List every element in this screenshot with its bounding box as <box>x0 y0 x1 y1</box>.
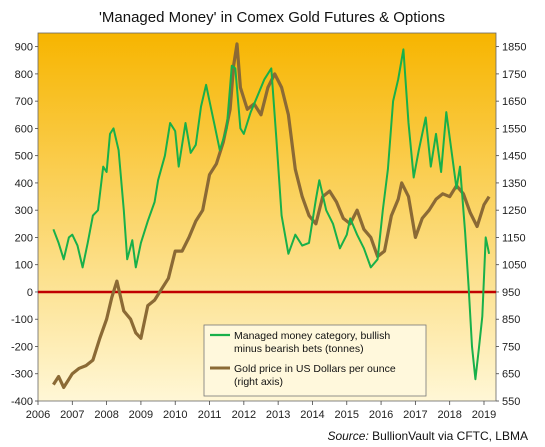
right-axis-tick-label: 750 <box>502 341 520 353</box>
source-text: BullionVault via CFTC, LBMA <box>372 429 528 443</box>
left-axis-tick-label: 700 <box>15 96 33 108</box>
legend: Managed money category, bullish minus be… <box>203 324 427 397</box>
left-axis-tick-label: -200 <box>11 341 33 353</box>
right-axis-tick-label: 1750 <box>502 69 526 81</box>
left-axis-tick-label: 900 <box>15 42 33 54</box>
left-axis-tick-label: 600 <box>15 123 33 135</box>
right-axis-tick-label: 1450 <box>502 151 526 163</box>
legend-label-gold-price-line2: (right axis) <box>234 376 283 388</box>
left-axis-tick-label: 500 <box>15 151 33 163</box>
source-note: Source: BullionVault via CFTC, LBMA <box>327 429 528 443</box>
left-axis-tick-label: 800 <box>15 69 33 81</box>
x-axis-tick-label: 2006 <box>26 409 50 421</box>
legend-box <box>203 324 427 397</box>
right-axis-tick-label: 650 <box>502 369 520 381</box>
x-axis-tick-label: 2017 <box>403 409 427 421</box>
left-axis-tick-label: 100 <box>15 260 33 272</box>
x-axis-tick-label: 2009 <box>129 409 153 421</box>
right-axis-tick-label: 1650 <box>502 96 526 108</box>
x-axis-tick-label: 2015 <box>335 409 359 421</box>
left-axis-tick-label: 0 <box>27 287 33 299</box>
right-axis-tick-label: 1050 <box>502 260 526 272</box>
right-axis-tick-label: 1250 <box>502 205 526 217</box>
x-axis-tick-label: 2010 <box>163 409 187 421</box>
left-axis-tick-label: -100 <box>11 314 33 326</box>
x-axis-tick-label: 2013 <box>266 409 290 421</box>
legend-label-managed-money-line2: minus bearish bets (tonnes) <box>234 343 364 355</box>
x-axis-tick-label: 2014 <box>300 409 324 421</box>
left-axis-tick-label: -400 <box>11 396 33 408</box>
right-axis-tick-label: 850 <box>502 314 520 326</box>
x-axis-tick-label: 2018 <box>437 409 461 421</box>
legend-label-managed-money-line1: Managed money category, bullish <box>234 330 390 342</box>
right-axis-tick-label: 1350 <box>502 178 526 190</box>
left-axis-tick-label: 200 <box>15 232 33 244</box>
right-axis-tick-label: 550 <box>502 396 520 408</box>
x-axis-tick-label: 2011 <box>198 409 222 421</box>
right-axis-tick-label: 950 <box>502 287 520 299</box>
left-axis-tick-label: -300 <box>11 369 33 381</box>
x-axis-tick-label: 2007 <box>60 409 84 421</box>
right-axis-tick-label: 1150 <box>502 232 526 244</box>
right-axis-tick-label: 1850 <box>502 42 526 54</box>
chart-title: 'Managed Money' in Comex Gold Futures & … <box>99 9 445 26</box>
left-axis-tick-label: 300 <box>15 205 33 217</box>
x-axis-tick-label: 2012 <box>232 409 256 421</box>
legend-label-gold-price-line1: Gold price in US Dollars per ounce <box>234 363 396 375</box>
x-axis-tick-label: 2008 <box>94 409 118 421</box>
managed-money-line <box>52 48 491 381</box>
left-axis-tick-label: 400 <box>15 178 33 190</box>
gold-price-line <box>52 42 491 389</box>
right-axis-tick-label: 1550 <box>502 123 526 135</box>
source-label: Source: <box>327 429 368 443</box>
x-axis-tick-label: 2019 <box>472 409 496 421</box>
x-axis-tick-label: 2016 <box>369 409 393 421</box>
